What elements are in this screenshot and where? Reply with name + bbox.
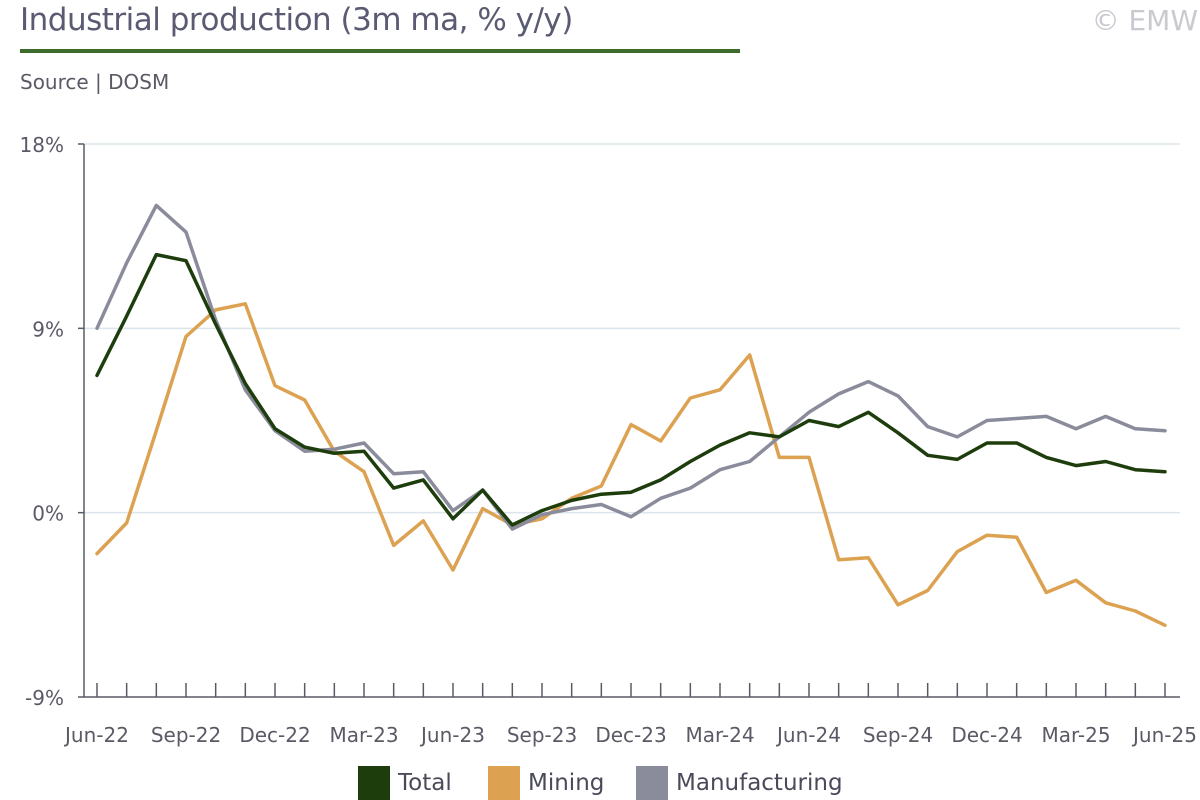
legend-item-total: Total [358, 766, 452, 800]
x-tick-label: Sep-24 [863, 723, 933, 747]
legend-item-mining: Mining [488, 766, 604, 800]
legend-swatch-mining [488, 766, 520, 800]
axes [78, 143, 1180, 698]
line-chart: 18%9%0%-9% Jun-22 Sep-22 Dec-22 Mar-23 Jun-2… [20, 133, 1197, 747]
x-tick-label: Sep-23 [507, 723, 577, 747]
copyright-text: © EMW [1091, 4, 1198, 37]
y-tick-label: 0% [32, 502, 64, 526]
legend: Total Mining Manufacturing [0, 766, 1200, 800]
x-tick-label: Dec-23 [595, 723, 666, 747]
chart-title: Industrial production (3m ma, % y/y) [20, 2, 573, 38]
y-tick-label: 9% [32, 317, 64, 341]
x-tick-label: Jun-22 [63, 723, 129, 747]
x-tick-label: Sep-22 [151, 723, 221, 747]
x-tick-label: Dec-24 [951, 723, 1022, 747]
y-tick-labels: 18% 9% 0% -9% [20, 133, 64, 710]
series-line-total [95, 252, 1167, 527]
x-tick-label: Mar-24 [685, 723, 754, 747]
source-note: Source | DOSM [20, 70, 170, 94]
x-tick-label: Jun-23 [419, 723, 485, 747]
series-lines [95, 203, 1167, 628]
legend-item-manufacturing: Manufacturing [636, 766, 843, 800]
x-tick-label: Dec-22 [239, 723, 310, 747]
y-tick-label: 18% [20, 133, 64, 157]
series-line-manufacturing [95, 203, 1167, 531]
x-tick-labels: Jun-22 Sep-22 Dec-22 Mar-23 Jun-23 Sep-23 Dec-… [63, 723, 1197, 747]
legend-swatch-total [358, 766, 390, 800]
legend-label-mining: Mining [528, 770, 605, 796]
title-underline [20, 49, 740, 53]
x-tick-label: Jun-24 [775, 723, 841, 747]
legend-label-total: Total [398, 770, 452, 796]
series-line-mining [95, 302, 1167, 628]
legend-swatch-manufacturing [636, 766, 668, 800]
legend-label-manufacturing: Manufacturing [676, 770, 843, 796]
x-tick-label: Mar-23 [329, 723, 398, 747]
x-tick-label: Mar-25 [1041, 723, 1110, 747]
x-tick-label: Jun-25 [1131, 723, 1197, 747]
grid-lines [84, 143, 1180, 514]
y-tick-label: -9% [25, 686, 64, 710]
